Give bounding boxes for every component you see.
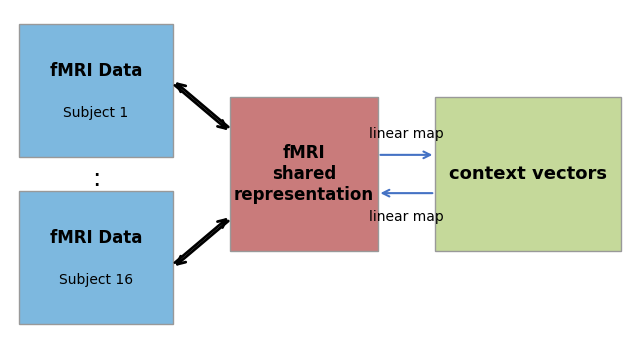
- Text: linear map: linear map: [369, 127, 444, 141]
- FancyBboxPatch shape: [19, 24, 173, 157]
- FancyBboxPatch shape: [435, 97, 621, 251]
- Text: linear map: linear map: [369, 211, 444, 224]
- FancyBboxPatch shape: [230, 97, 378, 251]
- Text: fMRI Data: fMRI Data: [50, 62, 142, 80]
- Text: :: :: [92, 167, 100, 191]
- Text: Subject 16: Subject 16: [59, 273, 133, 287]
- Text: context vectors: context vectors: [449, 165, 607, 183]
- Text: fMRI Data: fMRI Data: [50, 229, 142, 247]
- Text: Subject 1: Subject 1: [63, 106, 129, 120]
- Text: fMRI
shared
representation: fMRI shared representation: [234, 144, 374, 204]
- FancyBboxPatch shape: [19, 191, 173, 324]
